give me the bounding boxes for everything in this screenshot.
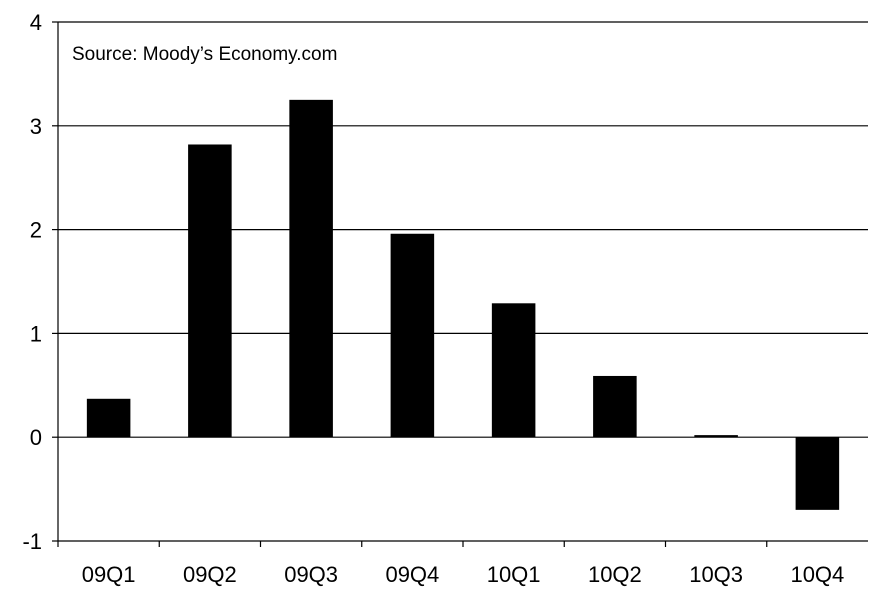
source-annotation: Source: Moody’s Economy.com xyxy=(72,44,337,65)
y-tick-label: 0 xyxy=(30,425,42,450)
x-axis-ticks: 09Q1 09Q2 09Q3 09Q4 10Q1 10Q2 10Q3 10Q4 xyxy=(57,541,844,587)
y-tick-label: -1 xyxy=(22,529,42,554)
x-tick-label-09Q1: 09Q1 xyxy=(82,562,136,587)
bar-10Q4 xyxy=(795,437,840,510)
y-axis-ticks: -1 0 1 2 3 4 xyxy=(22,10,58,554)
y-tick-label: 4 xyxy=(30,10,42,35)
x-tick-label-10Q3: 10Q3 xyxy=(689,562,743,587)
y-tick-label: 1 xyxy=(30,321,42,346)
bar-09Q1 xyxy=(86,398,131,438)
x-tick-label-10Q4: 10Q4 xyxy=(790,562,844,587)
x-tick-label-10Q2: 10Q2 xyxy=(588,562,642,587)
y-tick-label: 2 xyxy=(30,218,42,243)
bar-10Q2 xyxy=(593,375,637,438)
gridlines xyxy=(58,21,868,438)
bars xyxy=(86,99,840,510)
y-tick-label: 3 xyxy=(30,114,42,139)
x-tick-label-10Q1: 10Q1 xyxy=(487,562,541,587)
axes xyxy=(57,22,868,542)
bar-10Q1 xyxy=(491,303,536,438)
bar-10Q3 xyxy=(694,435,738,438)
x-tick-label-09Q4: 09Q4 xyxy=(385,562,439,587)
x-tick-label-09Q2: 09Q2 xyxy=(183,562,237,587)
bar-09Q3 xyxy=(289,99,333,438)
bar-09Q2 xyxy=(188,144,232,438)
bar-09Q4 xyxy=(390,233,435,438)
x-tick-label-09Q3: 09Q3 xyxy=(284,562,338,587)
